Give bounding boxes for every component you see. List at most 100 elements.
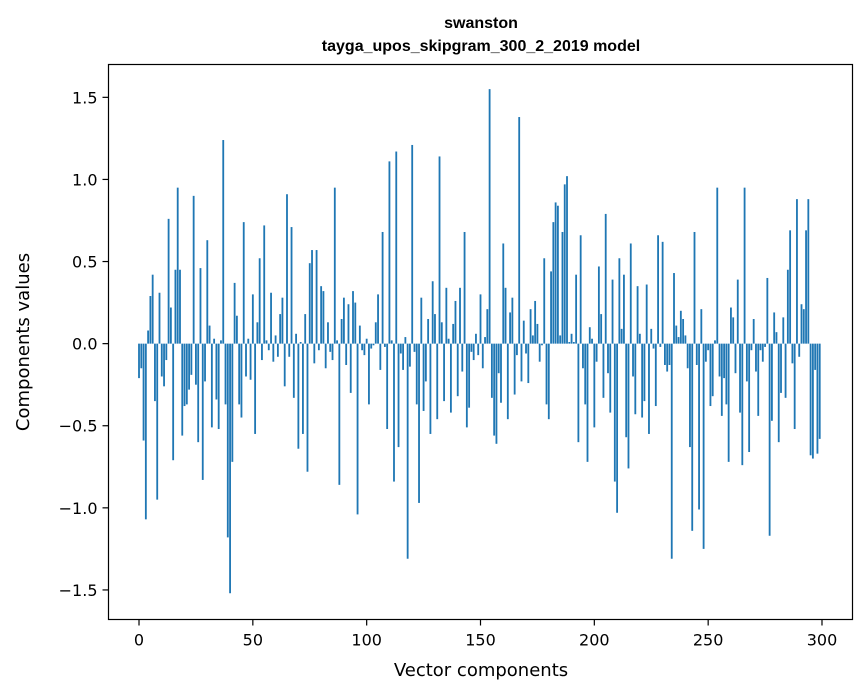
x-tick-label: 100 — [351, 631, 382, 650]
bar-component-203 — [600, 314, 603, 344]
bar-component-195 — [582, 343, 584, 369]
bar-component-64 — [283, 343, 286, 387]
bar-component-58 — [270, 292, 272, 344]
bar-component-28 — [201, 343, 204, 480]
bar-component-81 — [322, 291, 325, 344]
bar-component-21 — [185, 343, 188, 405]
bar-component-258 — [725, 343, 728, 405]
bar-component-260 — [730, 307, 732, 344]
bar-component-218 — [634, 343, 637, 415]
bar-component-244 — [693, 231, 696, 344]
bar-component-199 — [591, 338, 593, 344]
bar-component-123 — [418, 343, 420, 503]
bar-component-219 — [636, 286, 639, 344]
bar-component-241 — [686, 343, 689, 369]
bar-component-222 — [643, 343, 646, 402]
bar-component-226 — [652, 343, 655, 349]
bar-component-221 — [641, 343, 644, 418]
bar-component-89 — [340, 319, 343, 344]
bar-component-95 — [354, 302, 357, 344]
bar-component-160 — [502, 243, 505, 344]
bar-component-78 — [315, 250, 318, 344]
bar-component-88 — [338, 343, 341, 485]
bar-component-129 — [431, 281, 434, 344]
bar-component-60 — [274, 335, 277, 344]
x-tick-label: 50 — [243, 631, 263, 650]
bar-component-262 — [734, 343, 737, 374]
bar-component-33 — [213, 338, 216, 344]
bar-component-150 — [479, 294, 482, 344]
bar-component-127 — [427, 319, 430, 344]
bar-component-104 — [374, 322, 377, 344]
bar-component-294 — [807, 199, 810, 344]
bar-component-73 — [304, 314, 307, 344]
bar-component-82 — [324, 343, 327, 369]
bar-component-1 — [140, 343, 143, 369]
bar-component-290 — [798, 343, 801, 357]
bar-component-45 — [240, 343, 243, 418]
bar-component-143 — [463, 231, 466, 344]
bar-component-38 — [224, 343, 227, 405]
bar-component-17 — [176, 187, 179, 344]
bar-component-155 — [490, 343, 493, 398]
bar-component-267 — [745, 343, 748, 382]
bar-component-177 — [541, 343, 543, 346]
bar-component-263 — [736, 279, 739, 344]
bar-component-51 — [254, 343, 257, 434]
bar-component-31 — [208, 325, 211, 344]
bar-component-53 — [258, 258, 261, 344]
bar-component-87 — [336, 340, 338, 344]
bar-component-56 — [265, 340, 268, 344]
bar-component-202 — [597, 266, 600, 344]
bar-component-196 — [584, 343, 587, 405]
bar-component-2 — [142, 343, 145, 441]
bar-component-168 — [520, 343, 523, 382]
bar-component-211 — [618, 258, 621, 344]
bar-component-128 — [429, 343, 432, 434]
bar-component-19 — [181, 343, 184, 436]
bar-component-44 — [238, 343, 241, 405]
bar-component-190 — [570, 333, 573, 344]
bar-component-50 — [251, 294, 254, 344]
bar-component-174 — [534, 300, 537, 344]
bar-component-63 — [281, 297, 284, 344]
bar-component-225 — [650, 328, 653, 344]
bar-component-62 — [279, 314, 282, 344]
bar-component-120 — [411, 144, 414, 344]
x-tick-label: 250 — [693, 631, 724, 650]
bar-component-183 — [554, 202, 557, 344]
bar-component-200 — [593, 343, 596, 428]
bar-component-233 — [668, 343, 671, 365]
bar-component-167 — [518, 117, 521, 344]
bar-component-189 — [568, 342, 571, 344]
bar-component-91 — [345, 343, 348, 365]
bar-component-96 — [356, 343, 359, 515]
bar-component-55 — [263, 225, 266, 344]
bar-component-138 — [452, 323, 455, 344]
bar-component-246 — [698, 343, 700, 510]
bar-component-67 — [290, 227, 293, 344]
bar-component-115 — [399, 343, 402, 354]
bar-component-113 — [395, 151, 398, 344]
bar-component-154 — [488, 89, 491, 344]
bar-component-194 — [579, 235, 582, 344]
bar-component-26 — [197, 343, 200, 443]
bar-component-126 — [424, 343, 427, 382]
bar-component-293 — [805, 230, 807, 344]
bar-component-46 — [242, 222, 245, 344]
plot-frame — [107, 63, 854, 621]
bar-component-135 — [445, 287, 448, 344]
bar-component-173 — [531, 335, 534, 344]
bar-component-285 — [786, 269, 789, 344]
bar-component-210 — [616, 343, 619, 513]
bar-component-228 — [657, 235, 659, 344]
bar-component-275 — [764, 343, 766, 347]
bar-component-193 — [577, 343, 580, 443]
bar-component-75 — [308, 263, 311, 344]
bar-component-134 — [443, 343, 445, 402]
bar-component-72 — [302, 343, 304, 434]
bar-component-163 — [509, 312, 512, 344]
bar-component-265 — [741, 343, 744, 466]
bar-component-270 — [752, 319, 755, 344]
bar-component-86 — [333, 187, 336, 344]
